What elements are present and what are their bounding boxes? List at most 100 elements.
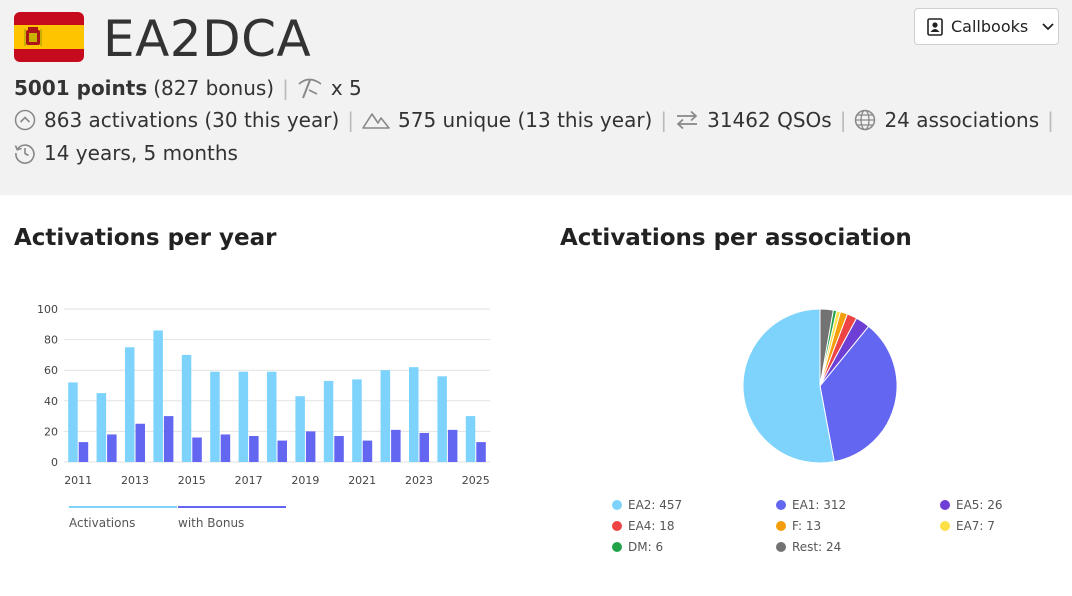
activations-value: 863 activations (30 this year) xyxy=(44,108,340,132)
y-tick-label: 20 xyxy=(44,425,58,438)
bonus-value: (827 bonus) xyxy=(153,76,275,100)
legend-item-dm[interactable]: DM: 6 xyxy=(612,540,776,554)
associations-pie-chart xyxy=(742,308,898,464)
bar-bonus-2023[interactable] xyxy=(419,432,430,462)
bar-bonus-2021[interactable] xyxy=(362,440,373,462)
bar-bonus-2024[interactable] xyxy=(447,429,458,462)
y-tick-label: 60 xyxy=(44,364,58,377)
x-tick-label: 2019 xyxy=(291,474,319,487)
activations-per-year-title: Activations per year xyxy=(14,225,277,251)
callbooks-label: Callbooks xyxy=(951,17,1029,36)
bar-activations-2022[interactable] xyxy=(380,370,391,462)
x-tick-label: 2017 xyxy=(235,474,263,487)
legend-dot xyxy=(612,521,622,531)
contact-book-icon xyxy=(927,17,943,36)
legend-dot xyxy=(940,521,950,531)
legend-item-ea2[interactable]: EA2: 457 xyxy=(612,498,776,512)
legend-dot xyxy=(776,521,786,531)
legend-item-ea1[interactable]: EA1: 312 xyxy=(776,498,940,512)
pie-slice-ea2[interactable] xyxy=(742,308,835,464)
legend-with-bonus[interactable]: with Bonus xyxy=(178,516,245,530)
bar-activations-2018[interactable] xyxy=(267,371,277,462)
bar-activations-2017[interactable] xyxy=(238,371,249,462)
bar-activations-2011[interactable] xyxy=(68,382,78,462)
chevron-up-circle-icon xyxy=(14,109,36,131)
legend-label: EA7: 7 xyxy=(956,519,995,533)
bar-bonus-2013[interactable] xyxy=(135,423,146,462)
x-tick-label: 2021 xyxy=(348,474,376,487)
pie-slice-ea1[interactable] xyxy=(819,325,898,463)
x-tick-label: 2023 xyxy=(405,474,433,487)
bar-activations-2019[interactable] xyxy=(295,396,305,462)
activations-bar-chart: 0 20 40 60 80 100 2011 2013 2015 2017 2019 2021 2023… xyxy=(37,303,490,487)
bar-activations-2023[interactable] xyxy=(409,367,419,462)
legend-label: DM: 6 xyxy=(628,540,664,554)
legend-dot xyxy=(612,500,622,510)
bar-bonus-2015[interactable] xyxy=(192,437,202,462)
y-tick-label: 100 xyxy=(37,303,58,316)
y-tick-label: 40 xyxy=(44,395,58,408)
legend-activations[interactable]: Activations xyxy=(69,516,136,530)
x-tick-label: 2025 xyxy=(462,474,490,487)
bar-activations-2013[interactable] xyxy=(125,347,135,462)
associations-value: 24 associations xyxy=(884,108,1040,132)
pickaxe-icon xyxy=(298,78,322,99)
bar-bonus-2012[interactable] xyxy=(107,434,117,462)
legend-item-f[interactable]: F: 13 xyxy=(776,519,940,533)
exchange-arrows-icon xyxy=(676,110,698,130)
bar-activations-2016[interactable] xyxy=(210,371,220,462)
bar-activations-2024[interactable] xyxy=(437,376,447,462)
bar-bonus-2019[interactable] xyxy=(305,431,316,462)
legend-dot xyxy=(940,500,950,510)
profile-header: EA2DCA Callbooks 5001 points (827 bonus)… xyxy=(0,0,1072,195)
legend-item-rest[interactable]: Rest: 24 xyxy=(776,540,940,554)
activity-row: 863 activations (30 this year) | 575 uni… xyxy=(14,108,1062,132)
bar-bonus-2018[interactable] xyxy=(277,440,288,462)
globe-icon xyxy=(855,109,876,131)
bar-activations-2014[interactable] xyxy=(153,330,163,462)
pie-legend: EA2: 457 EA1: 312 EA5: 26 EA4: 18 F: 13 EA7: … xyxy=(612,498,1052,554)
points-value: 5001 points xyxy=(14,76,148,100)
separator: | xyxy=(282,76,289,100)
bar-bonus-2025[interactable] xyxy=(476,442,486,462)
bar-bonus-2011[interactable] xyxy=(78,442,89,462)
bar-activations-2020[interactable] xyxy=(323,380,334,462)
legend-item-ea4[interactable]: EA4: 18 xyxy=(612,519,776,533)
legend-dot xyxy=(776,500,786,510)
legend-label: EA1: 312 xyxy=(792,498,847,512)
spain-flag-icon xyxy=(14,12,84,62)
history-icon xyxy=(14,144,35,164)
bar-bonus-2022[interactable] xyxy=(391,429,401,462)
bar-bonus-2016[interactable] xyxy=(220,434,231,462)
separator: | xyxy=(1047,108,1054,132)
legend-item-ea7[interactable]: EA7: 7 xyxy=(940,519,1052,533)
bar-activations-2021[interactable] xyxy=(352,379,362,462)
bar-activations-2015[interactable] xyxy=(181,354,192,462)
bar-bonus-2017[interactable] xyxy=(249,435,259,462)
points-row: 5001 points (827 bonus) | x 5 xyxy=(14,76,362,100)
callbooks-dropdown[interactable]: Callbooks xyxy=(914,8,1059,45)
chevron-down-icon xyxy=(1042,20,1054,34)
legend-bonus-line xyxy=(178,506,286,508)
legend-activations-line xyxy=(69,506,177,508)
bar-bonus-2020[interactable] xyxy=(334,435,344,462)
legend-label: EA2: 457 xyxy=(628,498,683,512)
unique-value: 575 unique (13 this year) xyxy=(398,108,653,132)
duration-row: 14 years, 5 months xyxy=(14,141,238,165)
mountains-icon xyxy=(362,113,390,129)
legend-label: EA5: 26 xyxy=(956,498,1003,512)
legend-dot xyxy=(612,542,622,552)
bar-activations-2012[interactable] xyxy=(96,393,107,462)
x-tick-label: 2015 xyxy=(178,474,206,487)
bar-activations-2025[interactable] xyxy=(465,416,476,462)
duration-value: 14 years, 5 months xyxy=(44,141,238,165)
y-tick-label: 0 xyxy=(51,456,58,469)
legend-label: F: 13 xyxy=(792,519,822,533)
x-tick-label: 2013 xyxy=(121,474,149,487)
legend-label: EA4: 18 xyxy=(628,519,675,533)
bar-bonus-2014[interactable] xyxy=(163,416,174,462)
legend-label: Rest: 24 xyxy=(792,540,842,554)
legend-item-ea5[interactable]: EA5: 26 xyxy=(940,498,1052,512)
x-tick-label: 2011 xyxy=(64,474,92,487)
callsign-title: EA2DCA xyxy=(103,10,312,68)
